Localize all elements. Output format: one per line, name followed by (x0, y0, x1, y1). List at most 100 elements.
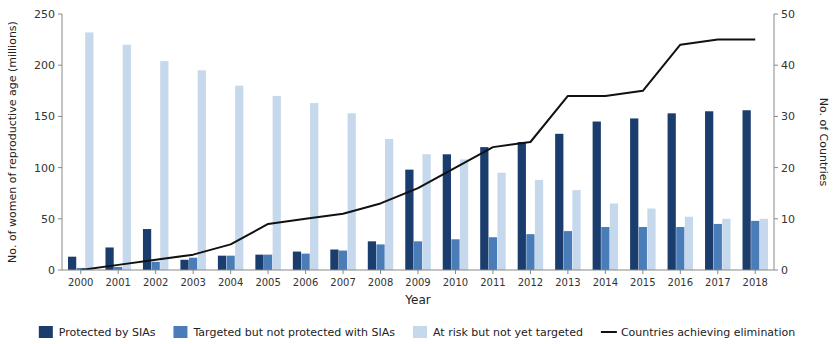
y2-tick (774, 14, 778, 15)
x-tick (305, 270, 306, 274)
bar (610, 203, 618, 270)
bar (180, 260, 188, 270)
x-tick (418, 270, 419, 274)
y2-tick (774, 270, 778, 271)
x-tick-label: 2014 (593, 277, 618, 288)
bar (330, 250, 338, 270)
y-tick (58, 218, 62, 219)
bar (639, 227, 647, 270)
y-tick-label: 0 (48, 264, 55, 277)
bar (760, 219, 768, 270)
bar (198, 70, 206, 270)
legend: Protected by SIAs Targeted but not protec… (39, 326, 795, 339)
legend-label: Targeted but not protected with SIAs (192, 326, 395, 339)
x-tick (717, 270, 718, 274)
x-tick (642, 270, 643, 274)
x-axis-label: Year (404, 293, 430, 307)
bar (123, 45, 131, 270)
bar (630, 118, 638, 270)
legend-item: Protected by SIAs (39, 326, 156, 339)
y-tick (58, 14, 62, 15)
x-tick-label: 2006 (293, 277, 318, 288)
x-tick-label: 2003 (180, 277, 205, 288)
y2-tick-label: 20 (781, 162, 795, 175)
bar (497, 173, 505, 270)
x-tick (455, 270, 456, 274)
y2-tick-label: 30 (781, 110, 795, 123)
y2-axis-line (774, 14, 775, 270)
axes: 0501001502002500102030405020002001200220… (34, 8, 795, 288)
bar (722, 219, 730, 270)
y2-tick (774, 65, 778, 66)
bar (264, 255, 272, 270)
bar (668, 113, 676, 270)
x-tick (530, 270, 531, 274)
x-tick (118, 270, 119, 274)
x-tick-label: 2009 (405, 277, 430, 288)
bar (564, 231, 572, 270)
bar (385, 139, 393, 270)
y2-tick (774, 116, 778, 117)
x-tick-label: 2001 (105, 277, 130, 288)
bar (526, 234, 534, 270)
bar (489, 237, 497, 270)
bar (189, 258, 197, 270)
legend-swatch (39, 326, 53, 338)
y-tick (58, 167, 62, 168)
x-tick (755, 270, 756, 274)
y-axis-line (62, 14, 63, 270)
bar (451, 239, 459, 270)
x-tick (80, 270, 81, 274)
y-tick-label: 250 (34, 8, 55, 21)
bar (460, 159, 468, 270)
y-tick-label: 150 (34, 110, 55, 123)
legend-item: At risk but not yet targeted (413, 326, 583, 339)
bar (227, 256, 235, 270)
bar (293, 252, 301, 270)
y-tick-label: 50 (41, 213, 55, 226)
bar (518, 142, 526, 270)
bar (743, 110, 751, 270)
bar (422, 154, 430, 270)
bar (255, 255, 263, 270)
bar (572, 190, 580, 270)
x-tick (605, 270, 606, 274)
chart: 0501001502002500102030405020002001200220… (0, 0, 834, 344)
y-tick-label: 200 (34, 59, 55, 72)
y2-tick (774, 218, 778, 219)
bar (647, 209, 655, 270)
bar (676, 227, 684, 270)
bar (601, 227, 609, 270)
x-tick (680, 270, 681, 274)
bar (301, 254, 309, 270)
bar (68, 257, 76, 270)
y-tick (58, 116, 62, 117)
y-axis-label: No. of women of reproductive age (millio… (6, 21, 19, 263)
legend-label: At risk but not yet targeted (433, 326, 583, 339)
x-tick (492, 270, 493, 274)
bar (273, 96, 281, 270)
x-tick (380, 270, 381, 274)
x-tick-label: 2005 (255, 277, 280, 288)
y2-tick-label: 0 (781, 264, 788, 277)
bar (414, 241, 422, 270)
y-tick-label: 100 (34, 162, 55, 175)
bar (751, 221, 759, 270)
x-tick-label: 2013 (555, 277, 580, 288)
legend-item: Countries achieving elimination (601, 326, 795, 339)
legend-swatch (173, 326, 187, 338)
legend-label: Protected by SIAs (59, 326, 156, 339)
legend-swatch (413, 326, 427, 338)
legend-label: Countries achieving elimination (621, 326, 795, 339)
bar (705, 111, 713, 270)
x-tick-label: 2011 (480, 277, 505, 288)
y2-tick-label: 50 (781, 8, 795, 21)
bar (685, 217, 693, 270)
bar (160, 61, 168, 270)
bar (310, 103, 318, 270)
bar (376, 244, 384, 270)
bar (152, 262, 160, 270)
bar (218, 256, 226, 270)
bar (405, 170, 413, 270)
y2-tick (774, 167, 778, 168)
